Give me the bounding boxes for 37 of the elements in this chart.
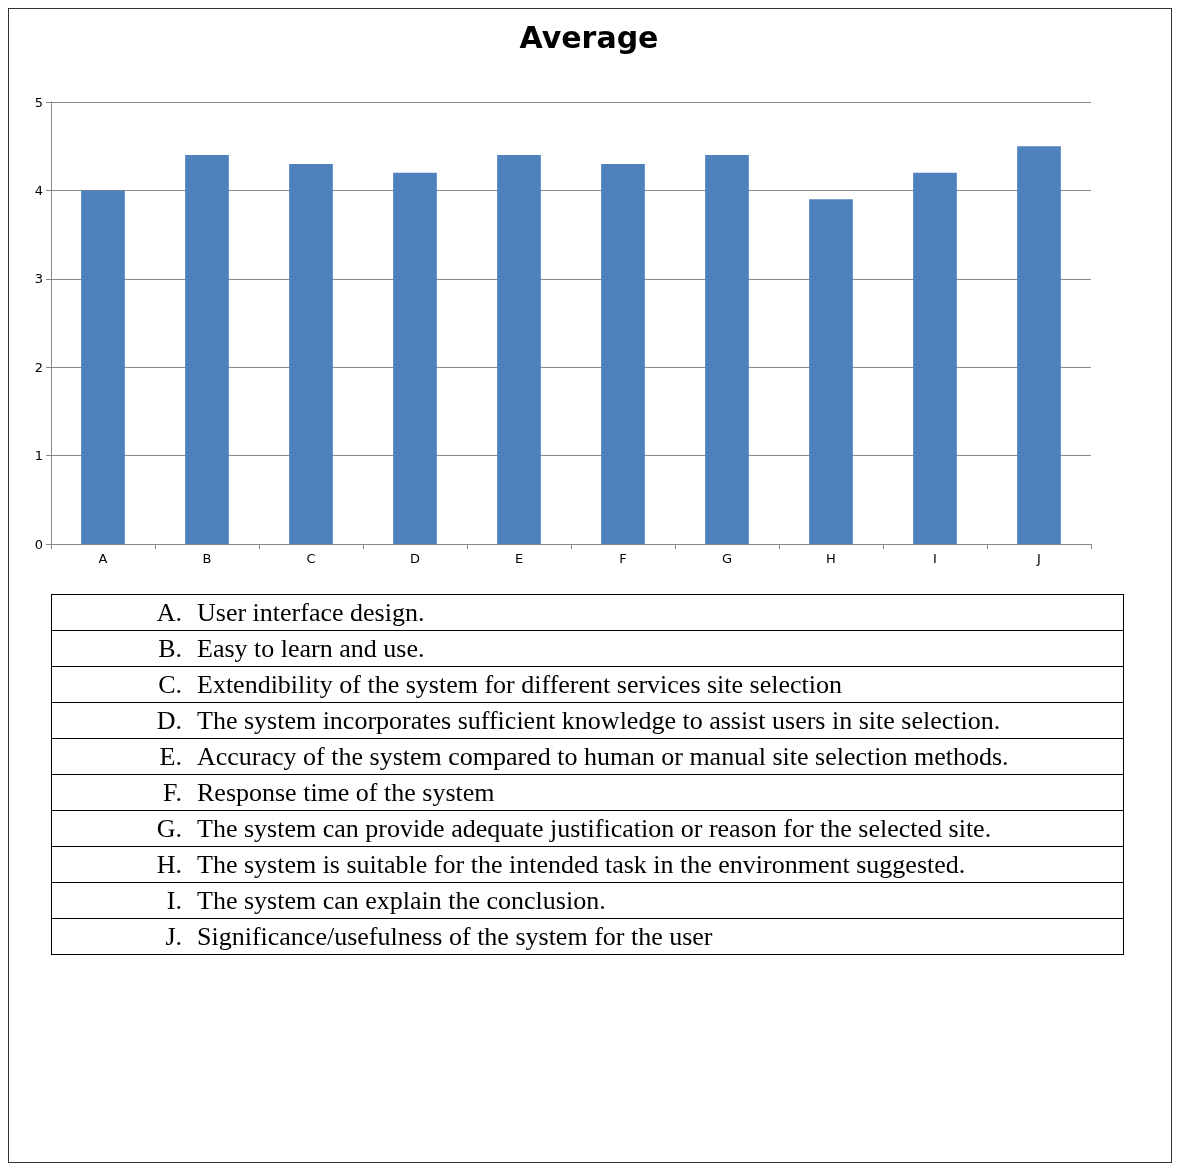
y-tick-label: 3 (34, 271, 43, 287)
text: C. Extendibility of the system for different services site selection (51, 666, 1124, 703)
x-tick-label: C (306, 551, 316, 566)
x-tick-label: E (514, 551, 524, 566)
y-tick-label: 4 (34, 182, 43, 198)
x-tick-label: J (1036, 551, 1041, 566)
x-tick-label: B (202, 551, 212, 566)
bar (809, 199, 853, 544)
y-tick-label: 2 (34, 359, 43, 375)
chart-title: Average (519, 19, 659, 55)
y-tick-label: 1 (34, 448, 43, 464)
bar (601, 163, 645, 544)
text: I. The system can explain the conclusion. (51, 882, 1124, 919)
bar (289, 163, 333, 544)
bar (497, 155, 541, 544)
y-tick-label: 0 (34, 536, 43, 552)
text: A. User interface design. (51, 594, 1124, 631)
bar (1017, 146, 1061, 544)
x-tick-label: G (721, 551, 733, 566)
text: D. The system incorporates sufficient knowledge to assist users in site selection. (51, 702, 1124, 739)
bar (913, 172, 957, 544)
text: F. Response time of the system (51, 774, 1124, 811)
text: G. The system can provide adequate justification or reason for the selected site. (51, 810, 1124, 847)
text: E. Accuracy of the system compared to human or manual site selection methods. (51, 738, 1124, 775)
bar (705, 155, 749, 544)
text: B. Easy to learn and use. (51, 630, 1124, 667)
text: J. Significance/usefulness of the system for the user (51, 918, 1124, 955)
x-tick-label: H (826, 551, 836, 566)
x-tick-label: D (409, 551, 421, 566)
y-tick-label: 5 (34, 94, 43, 110)
bar (81, 190, 125, 544)
bar (185, 155, 229, 544)
x-tick-label: I (933, 551, 937, 566)
text: H. The system is suitable for the intended task in the environment suggested. (51, 846, 1124, 883)
bar (393, 172, 437, 544)
x-tick-label: A (98, 551, 108, 566)
x-tick-label: F (619, 551, 627, 566)
